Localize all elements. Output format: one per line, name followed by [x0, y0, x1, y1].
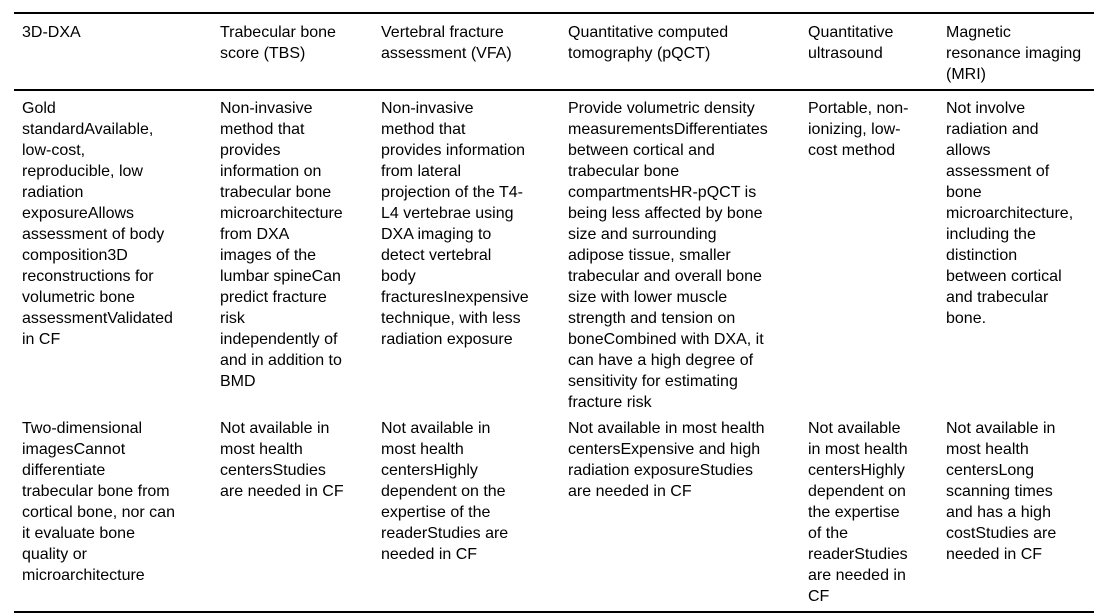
cell-vfa-row2: Not available in most health centersHigh…: [381, 420, 509, 563]
cell-pqct-row1: Provide volumetric density measurementsD…: [568, 100, 768, 411]
header-row: 3D-DXA Trabecular bone score (TBS) Verte…: [14, 13, 1094, 91]
imaging-methods-comparison-table: 3D-DXA Trabecular bone score (TBS) Verte…: [14, 12, 1094, 613]
cell-quantitative-ultrasound-row1: Portable, non-ionizing, low-cost method: [808, 100, 909, 159]
table-row-advantages: Gold standardAvailable, low-cost, reprod…: [14, 90, 1094, 414]
cell-tbs-row2: Not available in most health centersStud…: [220, 420, 344, 500]
cell-mri-row2: Not available in most health centersLong…: [946, 420, 1057, 563]
cell-quantitative-ultrasound-row2: Not available in most health centersHigh…: [808, 420, 908, 605]
column-header-tbs: Trabecular bone score (TBS): [212, 13, 373, 91]
column-header-quantitative-ultrasound: Quantitative ultrasound: [800, 13, 938, 91]
cell-mri-row1: Not involve radiation and allows assessm…: [946, 100, 1074, 327]
cell-vfa-row1: Non-invasive method that provides inform…: [381, 100, 529, 348]
column-header-3d-dxa: 3D-DXA: [14, 13, 212, 91]
cell-tbs-row1: Non-invasive method that provides inform…: [220, 100, 343, 390]
table-row-disadvantages: Two-dimensional imagesCannot differentia…: [14, 414, 1094, 612]
column-header-vfa: Vertebral fracture assessment (VFA): [373, 13, 560, 91]
cell-3d-dxa-row1: Gold standardAvailable, low-cost, reprod…: [22, 100, 173, 348]
cell-3d-dxa-row2: Two-dimensional imagesCannot differentia…: [22, 420, 175, 584]
column-header-mri: Magnetic resonance imaging (MRI): [938, 13, 1094, 91]
cell-pqct-row2: Not available in most health centersExpe…: [568, 420, 765, 500]
column-header-pqct: Quantitative computed tomography (pQCT): [560, 13, 800, 91]
